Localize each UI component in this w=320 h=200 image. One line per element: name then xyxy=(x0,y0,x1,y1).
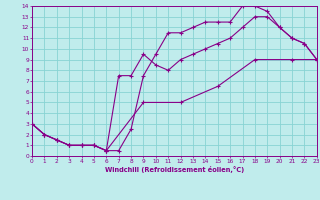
X-axis label: Windchill (Refroidissement éolien,°C): Windchill (Refroidissement éolien,°C) xyxy=(105,166,244,173)
